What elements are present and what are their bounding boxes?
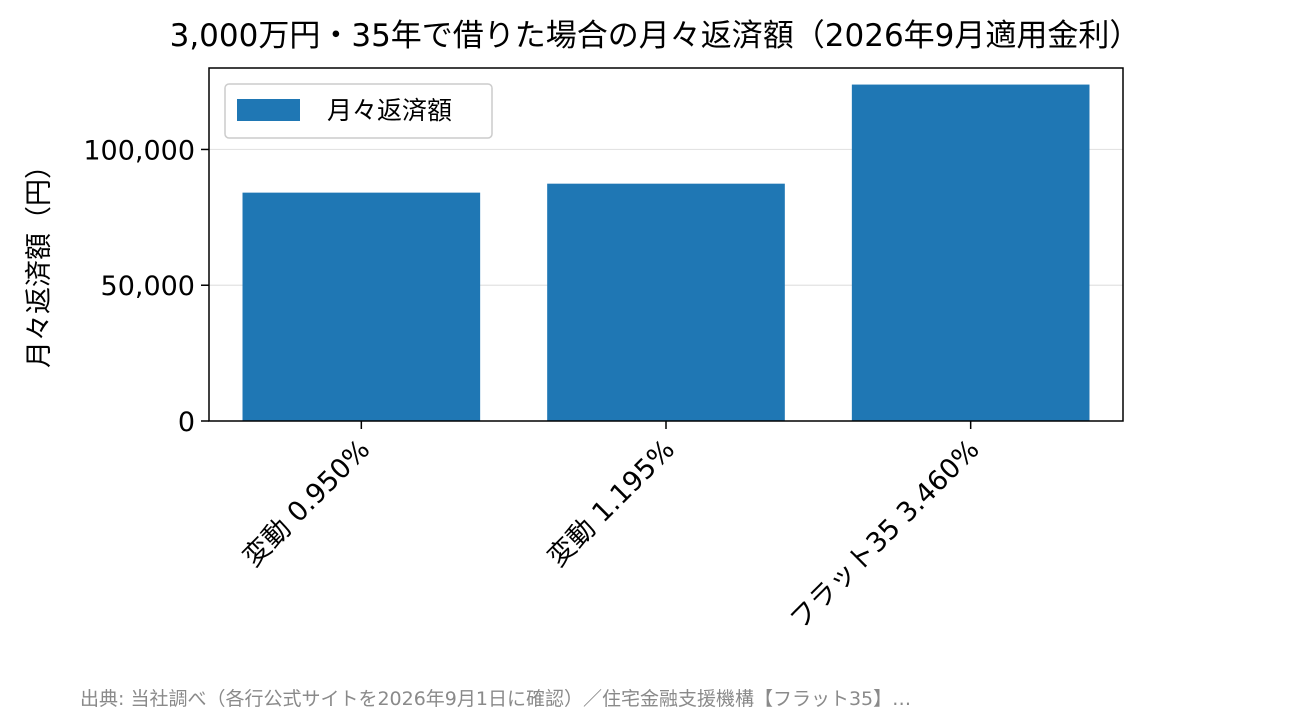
legend: 月々返済額 bbox=[224, 83, 493, 139]
y-tick-label: 100,000 bbox=[83, 135, 195, 166]
bar bbox=[547, 183, 785, 421]
y-tick-label: 0 bbox=[178, 407, 195, 438]
chart-title: 3,000万円・35年で借りた場合の月々返済額（2026年9月適用金利） bbox=[170, 18, 1141, 54]
x-tick-label: 変動 1.195% bbox=[542, 434, 681, 573]
source-note: 出典: 当社調べ（各行公式サイトを2026年9月1日に確認）／住宅金融支援機構【… bbox=[80, 688, 912, 710]
x-tick-label: 変動 0.950% bbox=[237, 434, 376, 573]
bars bbox=[242, 84, 1090, 421]
y-axis-ticks: 0 50,000 100,000 bbox=[83, 135, 209, 438]
bar bbox=[851, 84, 1090, 421]
y-tick-label: 50,000 bbox=[101, 271, 195, 302]
x-axis-ticks: 変動 0.950% 変動 1.195% フラット35 3.460% bbox=[237, 421, 986, 635]
legend-frame bbox=[224, 83, 493, 139]
legend-label: 月々返済額 bbox=[327, 96, 452, 125]
x-tick-label: フラット35 3.460% bbox=[784, 434, 985, 635]
bar-chart: 3,000万円・35年で借りた場合の月々返済額（2026年9月適用金利） 0 50… bbox=[24, 18, 1141, 635]
legend-swatch bbox=[237, 99, 300, 121]
y-axis-label: 月々返済額（円） bbox=[24, 152, 55, 368]
bar bbox=[242, 192, 481, 421]
